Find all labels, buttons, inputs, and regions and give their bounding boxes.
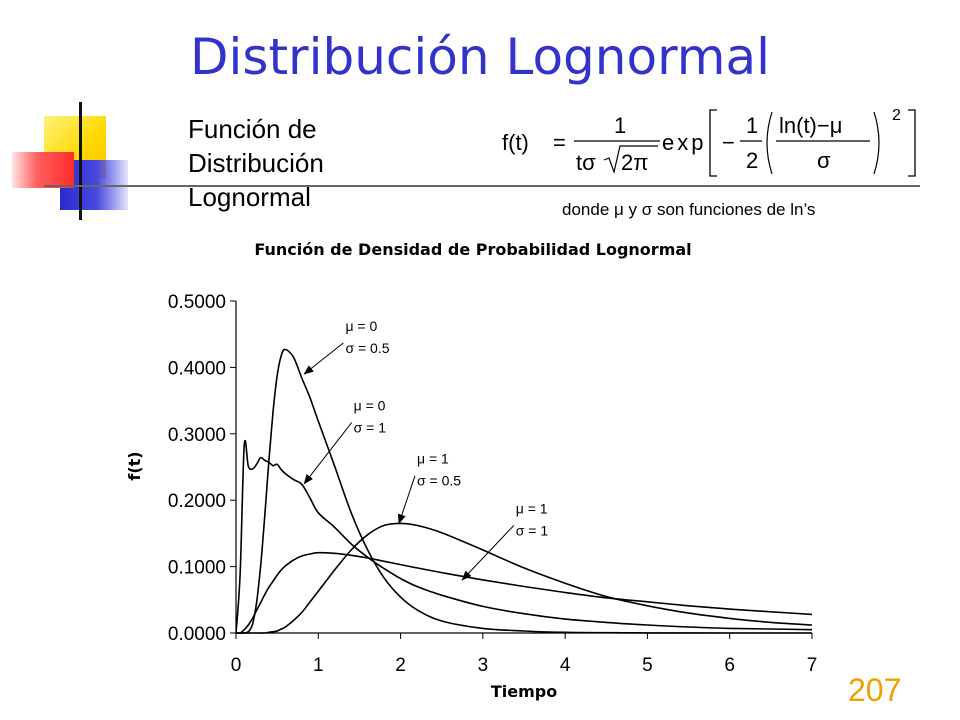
y-tick-label: 0.1000 [168,558,226,579]
y-axis-label: f(t) [125,451,144,480]
annotation-3-arrow [398,475,416,525]
slide-title: Distribución Lognormal [190,28,770,86]
x-tick-label: 2 [395,655,406,676]
annotation-1-mu: μ = 0 [345,318,377,334]
chart-axes [230,300,813,639]
subtitle-line-1: Función de [188,114,317,144]
annotation-4-sigma: σ = 1 [516,522,549,538]
decorative-red-bar [12,152,74,188]
chart-title: Función de Densidad de Probabilidad Logn… [254,240,691,259]
series-line-4 [235,551,813,635]
series-line-2 [235,440,813,634]
subtitle-line-3: Lognormal [188,182,311,212]
formula-minus: − [722,130,735,155]
formula-exp: exp [662,130,706,155]
y-tick-label: 0.3000 [168,425,226,446]
page-number: 207 [848,672,902,708]
formula-power: 2 [892,107,901,124]
x-tick-labels: 0 1 2 3 4 5 6 7 [231,655,818,676]
formula-lhs: f(t) [502,130,529,155]
formula-frac1-denominator-root: 2π [621,150,648,175]
annotation-2-mu: μ = 0 [354,398,386,414]
x-tick-label: 6 [724,655,735,676]
formula-inner-numerator: ln(t)−μ [779,113,842,138]
annotation-2-arrow [303,422,353,485]
y-tick-label: 0.2000 [168,491,226,512]
chart-annotations: μ = 0 σ = 0.5 μ = 0 σ = 1 μ = 1 σ = 0.5 μ = 1 σ… [303,318,549,581]
x-tick-label: 0 [231,655,242,676]
subtitle-line-2: Distribución [188,148,324,178]
formula-half-numerator: 1 [746,113,758,138]
annotation-1-sigma: σ = 0.5 [345,340,389,356]
x-axis-label: Tiempo [491,682,557,701]
y-tick-label: 0.5000 [168,292,226,313]
x-tick-label: 1 [313,655,324,676]
annotation-2-sigma: σ = 1 [354,420,387,436]
subtitle: Función de Distribución Lognormal [188,112,324,214]
decorative-horizontal-line [44,185,920,187]
annotation-1-arrow [303,342,344,375]
series-line-3 [236,522,813,634]
lognormal-formula: f(t) = 1 tσ 2π exp − 1 2 ln(t)−μ σ 2 [502,107,916,177]
annotation-3-mu: μ = 1 [417,451,449,467]
formula-frac1-denominator-t: tσ [576,150,596,175]
x-tick-label: 5 [642,655,653,676]
y-tick-label: 0.4000 [168,358,226,379]
x-tick-label: 4 [560,655,571,676]
decorative-vertical-line [79,102,82,220]
formula-half-denominator: 2 [746,148,758,173]
y-tick-labels: 0.0000 0.1000 0.2000 0.3000 0.4000 0.5000 [168,292,226,645]
annotation-4-mu: μ = 1 [516,500,548,516]
annotation-3-sigma: σ = 0.5 [417,473,461,489]
formula-frac1-numerator: 1 [614,113,626,138]
donde-note: donde μ y σ son funciones de ln’s [562,200,816,219]
formula-inner-denominator: σ [817,148,831,173]
y-tick-label: 0.0000 [168,624,226,645]
formula-equals: = [553,130,566,155]
x-tick-label: 7 [807,655,818,676]
series-line-1 [236,348,812,634]
chart-series [235,348,813,635]
x-tick-label: 3 [478,655,489,676]
annotation-4-arrow [461,525,515,581]
